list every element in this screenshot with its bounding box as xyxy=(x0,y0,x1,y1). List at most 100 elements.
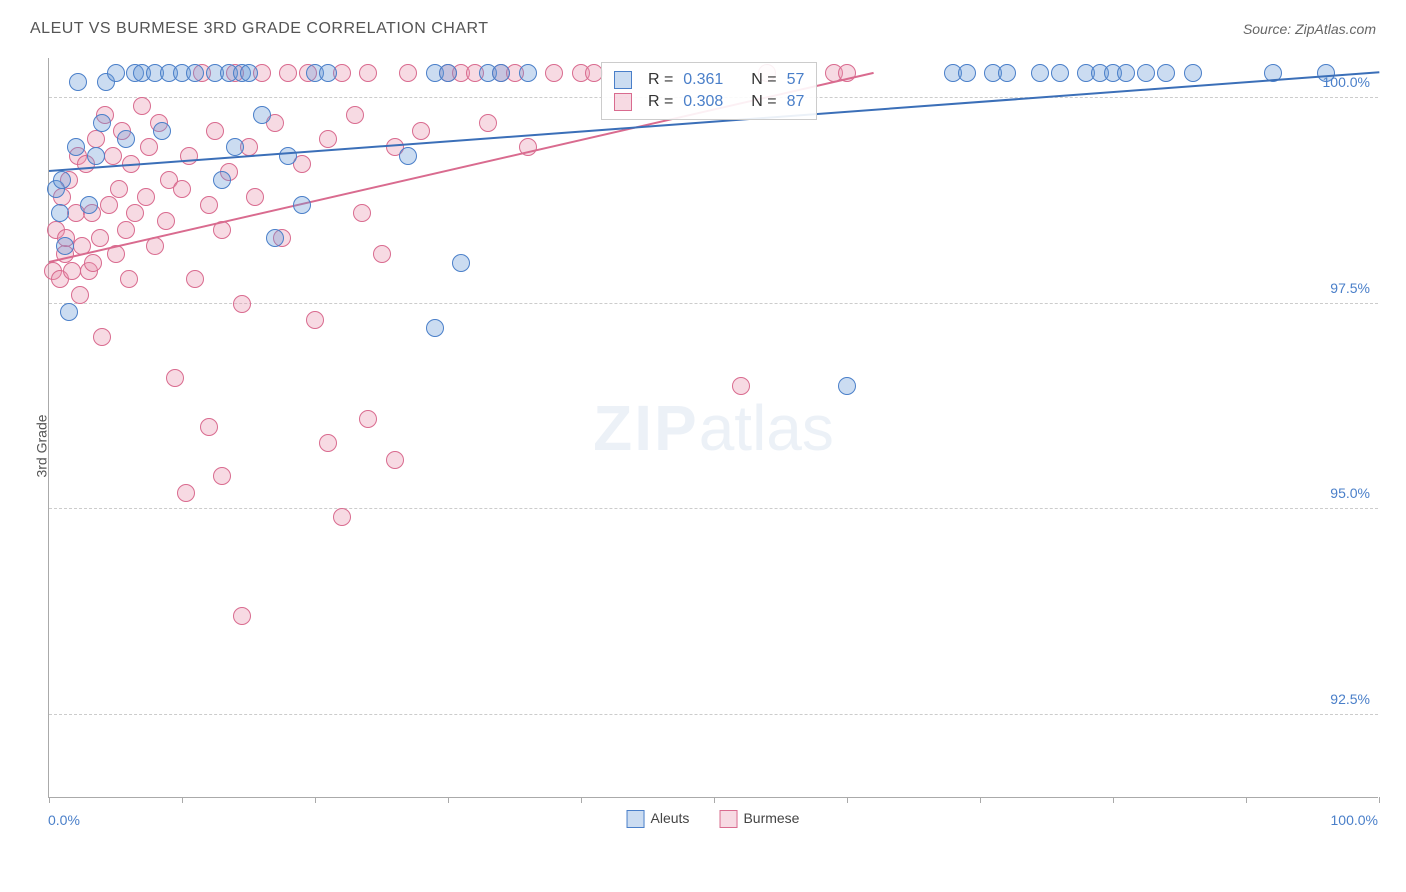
chart-area: ZIPatlas 92.5%95.0%97.5%100.0%R =0.361N … xyxy=(48,58,1378,798)
data-point-aleuts xyxy=(838,377,856,395)
x-tick xyxy=(1246,797,1247,803)
data-point-burmese xyxy=(319,434,337,452)
data-point-aleuts xyxy=(67,138,85,156)
x-axis-min-label: 0.0% xyxy=(48,812,80,828)
data-point-aleuts xyxy=(80,196,98,214)
data-point-aleuts xyxy=(319,64,337,82)
data-point-burmese xyxy=(186,270,204,288)
data-point-aleuts xyxy=(93,114,111,132)
data-point-aleuts xyxy=(958,64,976,82)
data-point-aleuts xyxy=(399,147,417,165)
data-point-burmese xyxy=(353,204,371,222)
data-point-burmese xyxy=(133,97,151,115)
x-axis-max-label: 100.0% xyxy=(1331,812,1378,828)
data-point-aleuts xyxy=(60,303,78,321)
data-point-aleuts xyxy=(452,254,470,272)
data-point-burmese xyxy=(87,130,105,148)
data-point-aleuts xyxy=(492,64,510,82)
y-tick-label: 97.5% xyxy=(1330,280,1370,296)
data-point-burmese xyxy=(732,377,750,395)
stats-row-aleuts: R =0.361N =57 xyxy=(614,69,804,91)
data-point-burmese xyxy=(479,114,497,132)
legend-item-burmese: Burmese xyxy=(719,810,799,828)
data-point-burmese xyxy=(177,484,195,502)
data-point-burmese xyxy=(359,64,377,82)
data-point-burmese xyxy=(373,245,391,263)
data-point-burmese xyxy=(412,122,430,140)
watermark: ZIPatlas xyxy=(593,391,834,465)
data-point-burmese xyxy=(104,147,122,165)
data-point-aleuts xyxy=(253,106,271,124)
x-tick xyxy=(980,797,981,803)
chart-header: ALEUT VS BURMESE 3RD GRADE CORRELATION C… xyxy=(0,0,1406,48)
x-tick xyxy=(1379,797,1380,803)
data-point-aleuts xyxy=(293,196,311,214)
data-point-aleuts xyxy=(998,64,1016,82)
data-point-burmese xyxy=(346,106,364,124)
x-tick xyxy=(1113,797,1114,803)
legend-bottom: Aleuts Burmese xyxy=(627,810,800,828)
x-tick xyxy=(581,797,582,803)
source-credit: Source: ZipAtlas.com xyxy=(1243,21,1376,37)
data-point-burmese xyxy=(117,221,135,239)
x-tick xyxy=(49,797,50,803)
legend-item-aleuts: Aleuts xyxy=(627,810,690,828)
data-point-burmese xyxy=(545,64,563,82)
data-point-burmese xyxy=(137,188,155,206)
data-point-burmese xyxy=(233,607,251,625)
data-point-aleuts xyxy=(53,171,71,189)
data-point-burmese xyxy=(206,122,224,140)
data-point-aleuts xyxy=(87,147,105,165)
x-tick xyxy=(714,797,715,803)
data-point-aleuts xyxy=(439,64,457,82)
data-point-burmese xyxy=(233,295,251,313)
data-point-burmese xyxy=(359,410,377,428)
data-point-aleuts xyxy=(266,229,284,247)
data-point-aleuts xyxy=(240,64,258,82)
data-point-burmese xyxy=(110,180,128,198)
data-point-aleuts xyxy=(153,122,171,140)
stats-legend: R =0.361N =57R =0.308N =87 xyxy=(601,62,817,120)
swatch-aleuts xyxy=(614,71,632,89)
data-point-aleuts xyxy=(186,64,204,82)
data-point-aleuts xyxy=(213,171,231,189)
data-point-burmese xyxy=(386,451,404,469)
data-point-aleuts xyxy=(1317,64,1335,82)
data-point-burmese xyxy=(71,286,89,304)
x-tick xyxy=(847,797,848,803)
gridline xyxy=(49,714,1378,715)
plot-region: ZIPatlas 92.5%95.0%97.5%100.0%R =0.361N … xyxy=(48,58,1378,798)
data-point-burmese xyxy=(173,180,191,198)
data-point-burmese xyxy=(140,138,158,156)
data-point-aleuts xyxy=(51,204,69,222)
stats-row-burmese: R =0.308N =87 xyxy=(614,91,804,113)
data-point-aleuts xyxy=(1031,64,1049,82)
y-tick-label: 92.5% xyxy=(1330,691,1370,707)
x-tick xyxy=(315,797,316,803)
data-point-burmese xyxy=(399,64,417,82)
data-point-aleuts xyxy=(107,64,125,82)
data-point-burmese xyxy=(279,64,297,82)
x-tick xyxy=(448,797,449,803)
y-tick-label: 95.0% xyxy=(1330,485,1370,501)
chart-title: ALEUT VS BURMESE 3RD GRADE CORRELATION C… xyxy=(30,20,489,38)
swatch-burmese xyxy=(614,93,632,111)
data-point-aleuts xyxy=(1051,64,1069,82)
data-point-burmese xyxy=(100,196,118,214)
data-point-burmese xyxy=(200,196,218,214)
data-point-burmese xyxy=(200,418,218,436)
data-point-burmese xyxy=(246,188,264,206)
data-point-aleuts xyxy=(1137,64,1155,82)
data-point-burmese xyxy=(120,270,138,288)
data-point-burmese xyxy=(63,262,81,280)
data-point-burmese xyxy=(213,467,231,485)
data-point-burmese xyxy=(126,204,144,222)
data-point-burmese xyxy=(157,212,175,230)
data-point-burmese xyxy=(306,311,324,329)
data-point-aleuts xyxy=(226,138,244,156)
x-tick xyxy=(182,797,183,803)
data-point-burmese xyxy=(166,369,184,387)
swatch-aleuts xyxy=(627,810,645,828)
data-point-aleuts xyxy=(56,237,74,255)
data-point-aleuts xyxy=(1157,64,1175,82)
